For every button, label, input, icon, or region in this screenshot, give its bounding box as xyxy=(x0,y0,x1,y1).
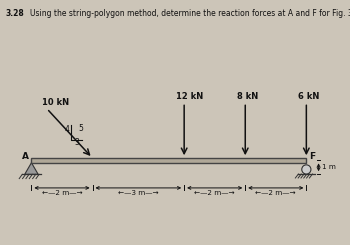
Text: ←—3 m—→: ←—3 m—→ xyxy=(118,190,159,196)
Text: 3.28: 3.28 xyxy=(5,9,24,18)
Text: F: F xyxy=(309,152,315,161)
Text: 1 m: 1 m xyxy=(322,164,336,170)
Text: 10 kN: 10 kN xyxy=(42,98,69,107)
Text: 4: 4 xyxy=(64,125,69,134)
Text: 3: 3 xyxy=(75,138,80,147)
Text: 5: 5 xyxy=(78,124,83,133)
Text: 6 kN: 6 kN xyxy=(298,92,319,101)
Text: ←—2 m—→: ←—2 m—→ xyxy=(194,190,235,196)
Text: 12 kN: 12 kN xyxy=(176,92,203,101)
Text: 8 kN: 8 kN xyxy=(237,92,258,101)
Bar xyxy=(32,158,306,163)
Text: A: A xyxy=(22,152,29,161)
Circle shape xyxy=(302,165,311,174)
Text: ←—2 m—→: ←—2 m—→ xyxy=(256,190,296,196)
Text: ←—2 m—→: ←—2 m—→ xyxy=(42,190,82,196)
Text: Using the string-polygon method, determine the reaction forces at A and F for Fi: Using the string-polygon method, determi… xyxy=(30,9,350,18)
Polygon shape xyxy=(25,163,38,174)
